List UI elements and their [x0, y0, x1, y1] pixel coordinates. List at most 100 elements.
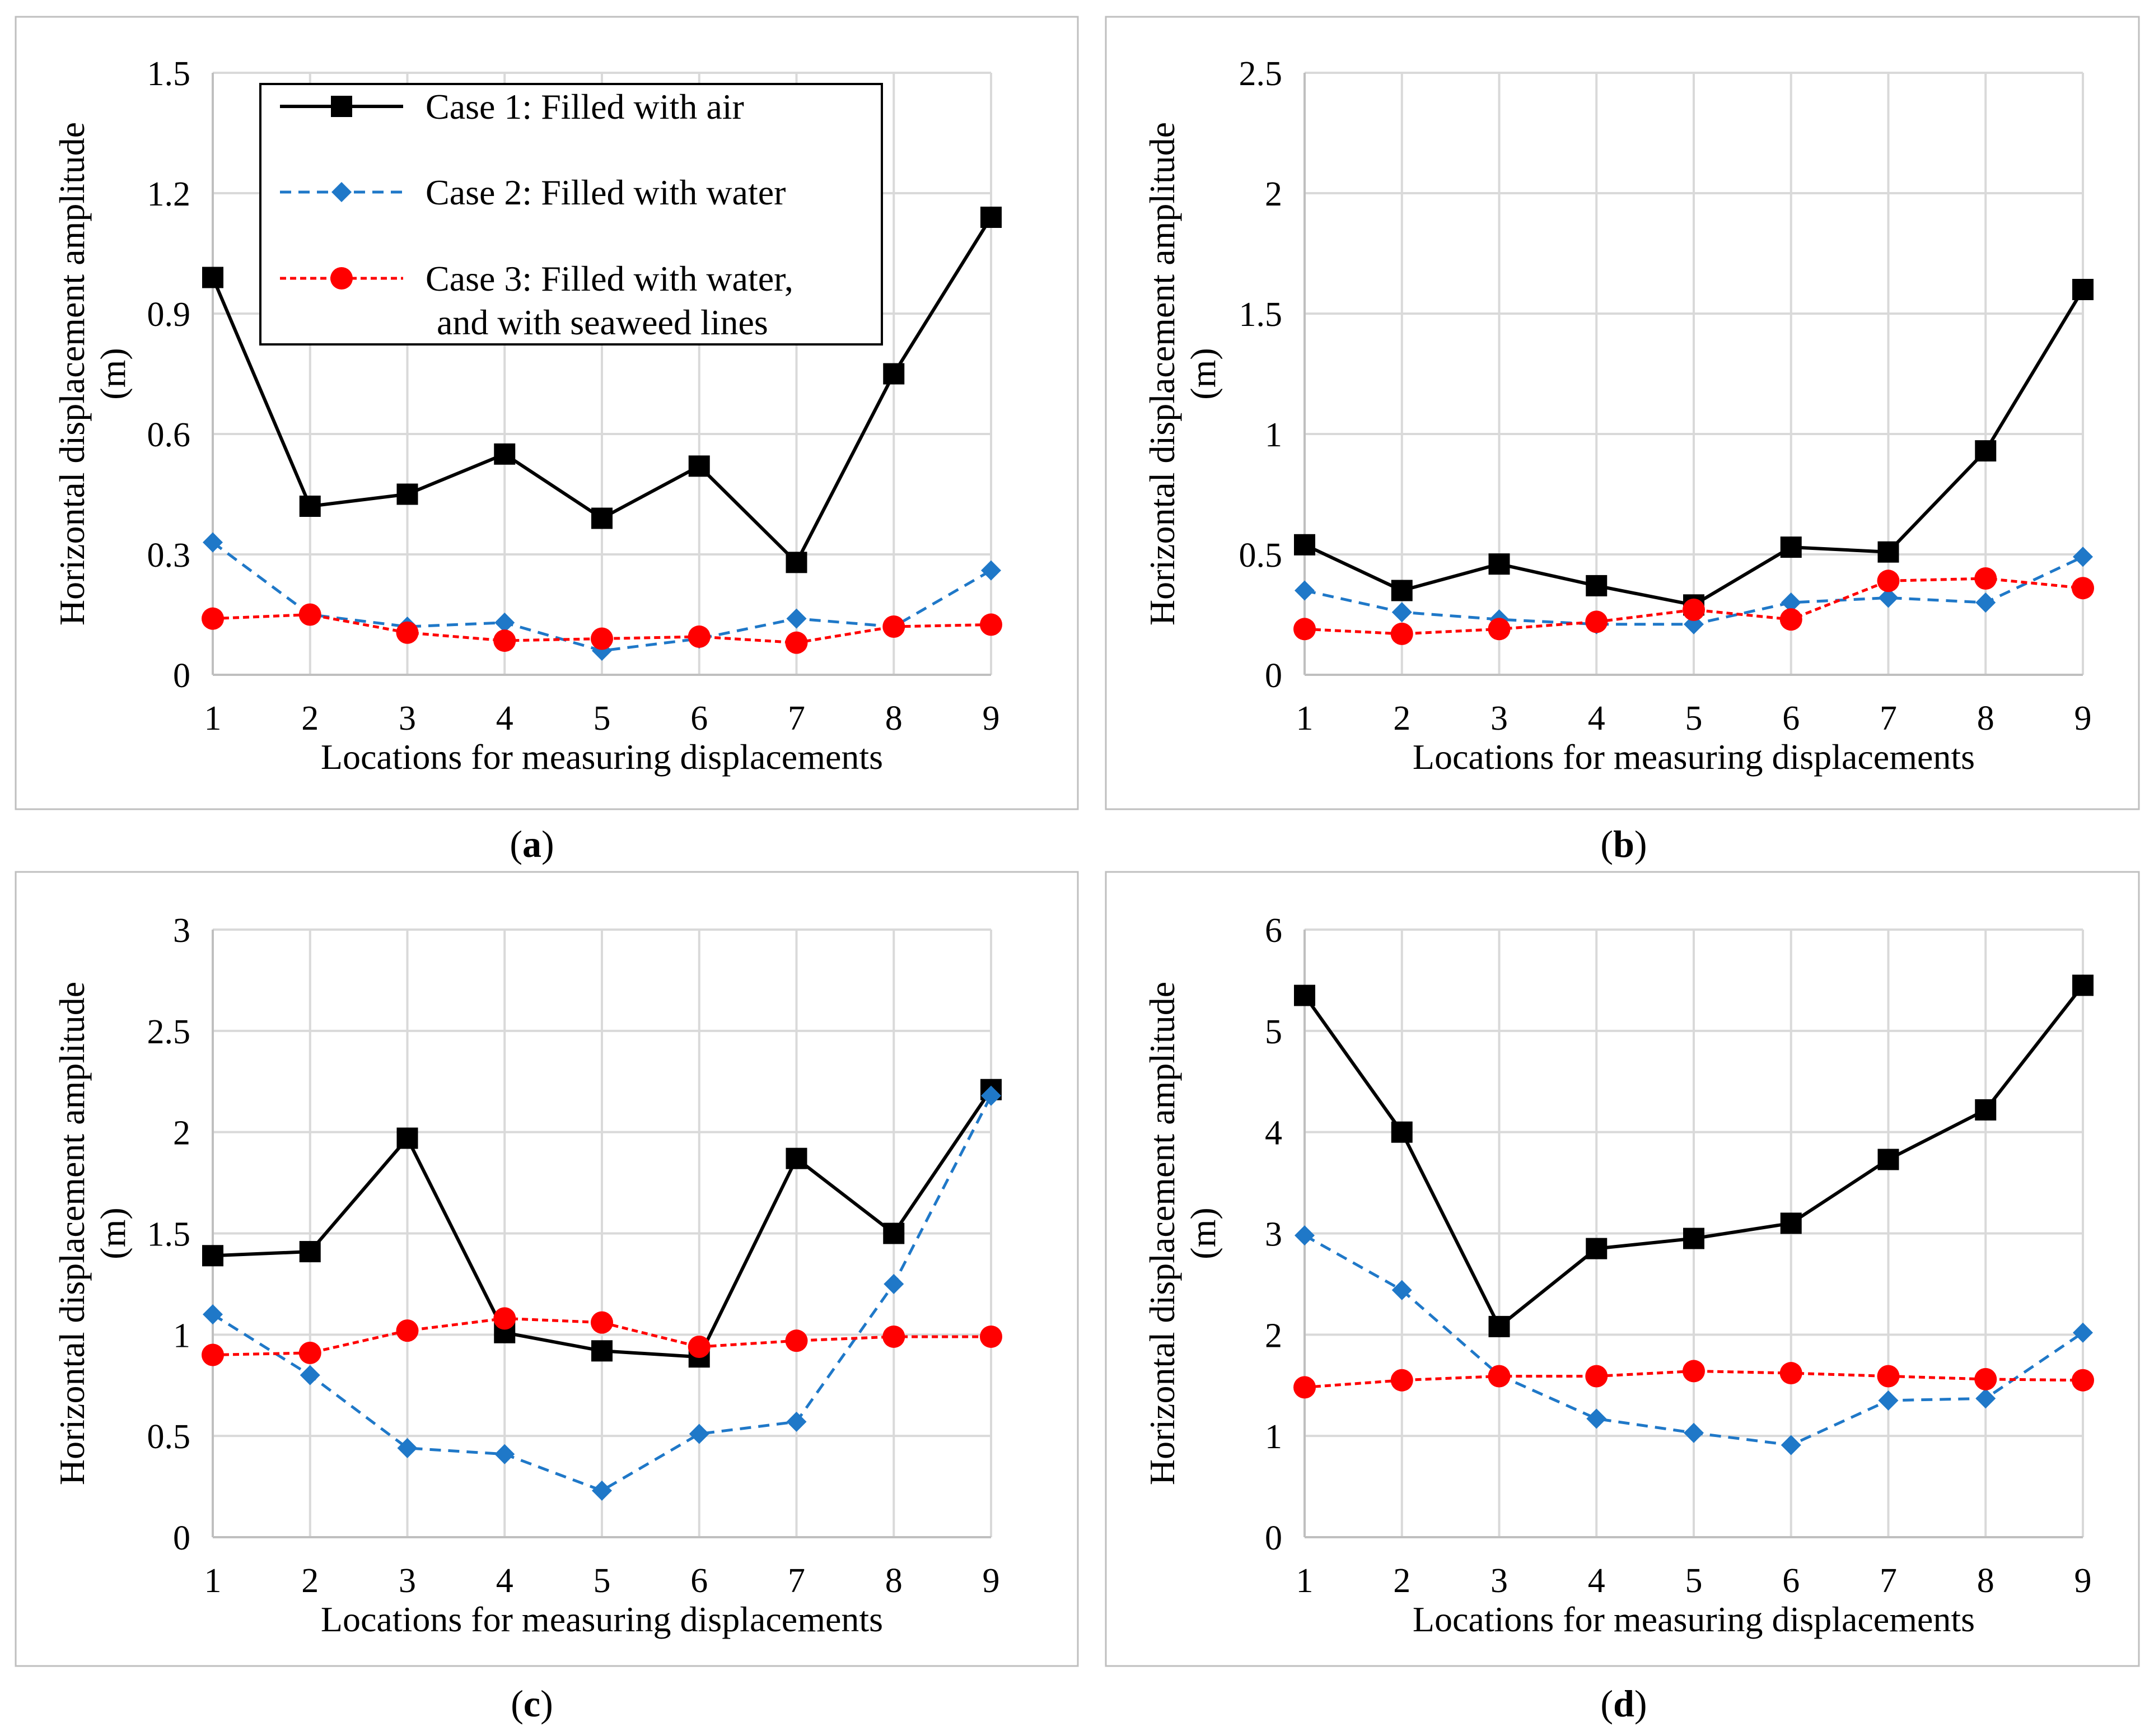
x-tick-label: 1 [1296, 699, 1314, 738]
case2-diamond-marker [397, 1438, 418, 1458]
case1-square-marker [202, 1245, 223, 1267]
x-tick-label: 3 [399, 699, 416, 738]
x-tick-label: 6 [1782, 1562, 1800, 1600]
panel-label-letter: c [524, 1682, 540, 1725]
case1-square-marker [1488, 1315, 1510, 1337]
case1-square-marker [299, 1241, 321, 1263]
panel-label-letter: b [1613, 823, 1634, 865]
y-tick-label: 0 [1265, 657, 1282, 695]
chart-frame [15, 871, 1079, 1667]
case3-circle-marker [591, 1311, 613, 1334]
y-axis-label-unit: (m) [93, 348, 133, 399]
legend-case1-square-marker [331, 96, 352, 117]
x-tick-label: 4 [1588, 699, 1605, 738]
case3-circle-marker [688, 625, 711, 648]
y-tick-label: 1.5 [147, 55, 191, 93]
case2-diamond-marker [203, 532, 223, 553]
chart-frame [1105, 16, 2140, 810]
y-tick-label: 0.5 [147, 1418, 191, 1456]
case1-square-marker [1877, 1149, 1899, 1170]
x-tick-label: 6 [690, 1562, 708, 1600]
case1-square-marker [591, 507, 613, 529]
y-tick-label: 0.9 [147, 296, 191, 334]
y-tick-label: 1 [173, 1317, 190, 1355]
case1-square-marker [980, 207, 1002, 228]
case1-square-marker [1780, 536, 1802, 558]
case3-circle-marker [688, 1336, 711, 1359]
legend-entry-label-line2: and with seaweed lines [437, 302, 768, 342]
case2-diamond-marker [2073, 547, 2093, 567]
panel-label-close: ) [541, 823, 554, 865]
case3-circle-marker [1974, 1368, 1997, 1390]
case3-circle-marker [1390, 1369, 1413, 1392]
y-tick-label: 1 [1265, 1418, 1282, 1456]
case2-diamond-marker [1391, 1280, 1412, 1300]
x-axis-label: Locations for measuring displacements [1413, 737, 1975, 777]
y-tick-label: 1.2 [147, 175, 191, 213]
y-tick-label: 0.6 [147, 416, 191, 454]
case2-diamond-marker [1684, 1422, 1704, 1443]
case3-circle-marker [1877, 1365, 1900, 1388]
y-axis-label-unit: (m) [1183, 348, 1223, 399]
case1-square-marker [202, 267, 223, 288]
y-tick-label: 0 [173, 1519, 190, 1557]
y-axis-label: Horizontal displacement amplitude [1142, 122, 1182, 626]
x-tick-label: 7 [1880, 699, 1897, 738]
case3-circle-marker [493, 1307, 516, 1330]
legend-entry-label: Case 2: Filled with water [426, 172, 786, 212]
x-tick-label: 8 [885, 1562, 903, 1600]
case1-square-marker [396, 1127, 418, 1149]
y-tick-label: 2 [1265, 175, 1282, 213]
case3-circle-marker [1390, 622, 1413, 645]
case3-circle-marker [1683, 598, 1705, 621]
y-tick-label: 2.5 [147, 1013, 191, 1051]
x-tick-label: 6 [690, 699, 708, 738]
x-tick-label: 2 [1393, 699, 1410, 738]
y-tick-label: 2 [1265, 1317, 1282, 1355]
panel-label-close: ) [1634, 1682, 1647, 1725]
x-tick-label: 1 [204, 699, 222, 738]
case1-square-marker [883, 363, 905, 385]
x-tick-label: 8 [1977, 699, 1994, 738]
chart-panel-a: 0 0.3 0.6 0.9 1.2 1.5 1 2 3 4 5 6 7 8 9 Locations for m… [15, 16, 1079, 865]
x-tick-label: 9 [983, 1562, 1000, 1600]
x-tick-label: 9 [983, 699, 1000, 738]
case2-diamond-marker [1586, 1408, 1607, 1429]
chart-panel-b: 0 0.5 1 1.5 2 2.5 1 2 3 4 5 6 7 8 9 Locations for measu… [1105, 16, 2140, 865]
case3-circle-marker [2072, 1369, 2094, 1392]
case1-square-marker [688, 455, 710, 477]
y-tick-label: 1 [1265, 416, 1282, 454]
x-tick-label: 6 [1782, 699, 1800, 738]
panel-label-close: ) [540, 1682, 553, 1725]
case2-diamond-marker [884, 1273, 904, 1294]
case2-diamond-marker [1391, 602, 1412, 623]
series-case3-water-seaweed-line [1293, 1360, 2094, 1399]
panel-label: (b) [1600, 823, 1647, 865]
case1-square-marker [1975, 1099, 1997, 1121]
x-tick-label: 5 [1685, 699, 1703, 738]
panel-label-open: ( [511, 1682, 524, 1725]
series-case3-water-seaweed-line [1293, 567, 2094, 645]
y-tick-label: 2.5 [1239, 55, 1283, 93]
case3-circle-marker [396, 621, 419, 644]
case2-diamond-marker [1878, 587, 1899, 608]
case3-circle-marker [2072, 577, 2094, 600]
case3-water-seaweed-line [1304, 577, 2083, 636]
case2-diamond-marker [1295, 580, 1315, 601]
series-case1-air-line [1294, 974, 2094, 1337]
panel-label-open: ( [1600, 823, 1613, 865]
legend-box [259, 83, 883, 346]
case2-diamond-marker [494, 612, 515, 633]
y-tick-label: 0.3 [147, 536, 191, 575]
y-tick-label: 2 [173, 1114, 190, 1152]
x-tick-label: 4 [496, 699, 513, 738]
case3-circle-marker [785, 631, 808, 654]
x-tick-label: 2 [1393, 1562, 1410, 1600]
x-tick-label: 3 [399, 1562, 416, 1600]
x-tick-label: 7 [788, 1562, 805, 1600]
case2-water-line [212, 1095, 993, 1492]
y-tick-label: 0.5 [1239, 536, 1283, 575]
case3-circle-marker [1779, 608, 1802, 631]
legend-entry-label: Case 3: Filled with water, [426, 259, 793, 298]
